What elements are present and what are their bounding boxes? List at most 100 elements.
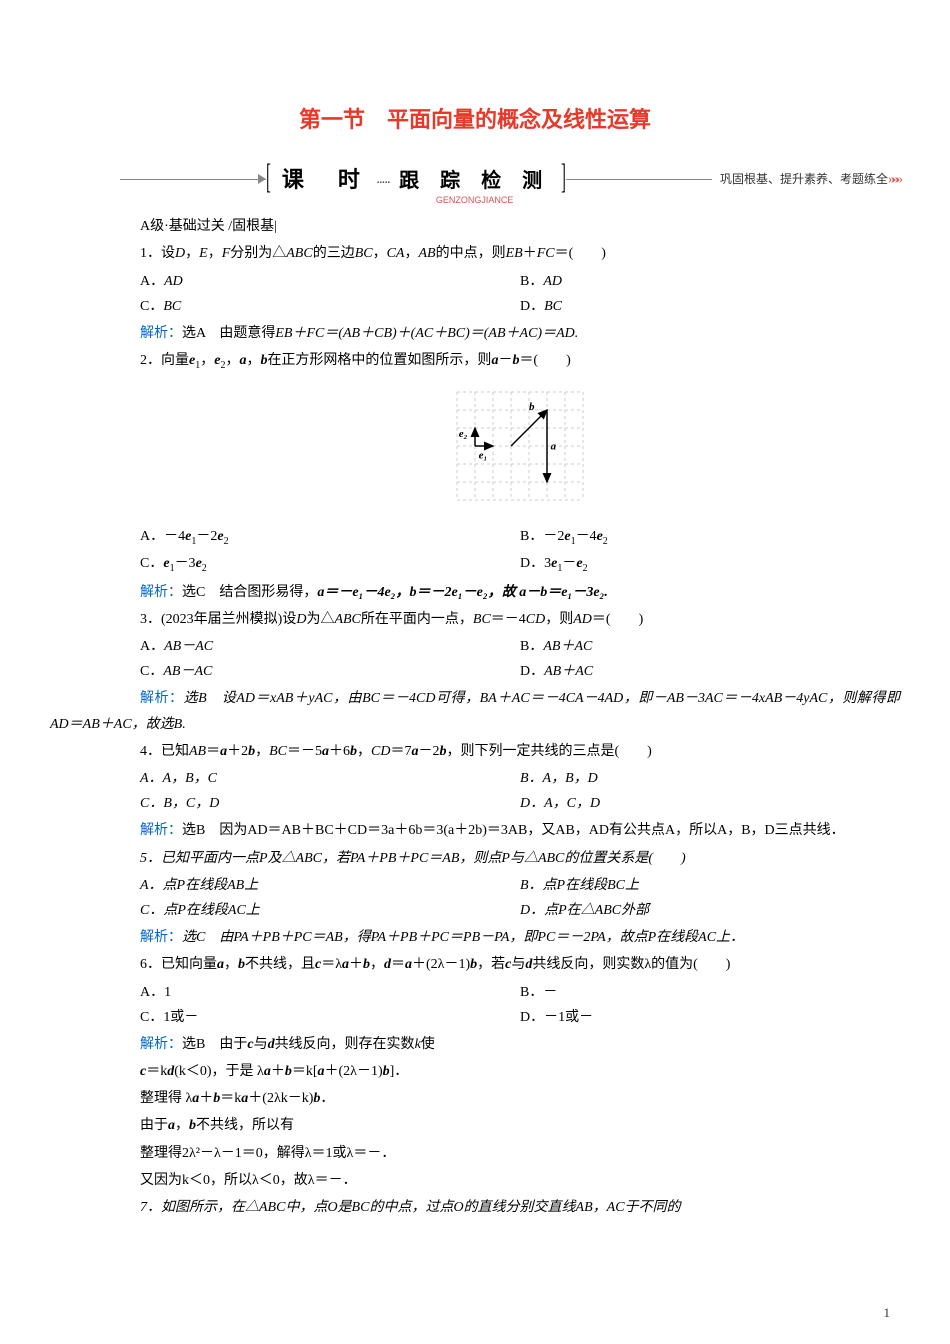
text: 3．(2023年届兰州模拟)设: [140, 612, 296, 627]
text: 与: [254, 1037, 268, 1052]
vec: b: [363, 957, 370, 972]
q2-optB: B．－2e1－4e2: [520, 524, 900, 551]
text: 2．向量: [140, 353, 189, 368]
text: ＋: [271, 1064, 285, 1079]
text: ，则: [545, 612, 573, 627]
q3-optD: D．AB＋AC: [520, 659, 900, 684]
chevrons-icon: »»»: [888, 167, 900, 192]
vec: b: [383, 1064, 390, 1079]
text: ＋2: [227, 744, 248, 759]
text: ＝k: [220, 1091, 241, 1106]
var: EB: [506, 246, 523, 261]
val: AD: [164, 274, 183, 289]
val: AB－AC: [163, 664, 212, 679]
q2-analysis: 解析：选C 结合图形易得，a＝－e₁－4e₂，b＝－2e₁－e₂，故 a－b＝e…: [140, 580, 900, 605]
q2-diagram: e₁e₂ab: [140, 385, 900, 514]
val: AB＋AC: [544, 664, 593, 679]
q2-optA: A．－4e1－2e2: [140, 524, 520, 551]
genzong-pinyin: GENZONGJIANCE: [399, 192, 550, 208]
q6-optC: C．1或－: [140, 1005, 520, 1030]
text: ，: [370, 957, 384, 972]
text: ＝: [206, 744, 220, 759]
text: ＝k[: [292, 1064, 318, 1079]
dots: ·····: [376, 171, 389, 196]
text: ＝－5: [287, 744, 322, 759]
q3-options: A．AB－AC B．AB＋AC C．AB－AC D．AB＋AC: [140, 634, 900, 684]
q1-optB: B．AD: [520, 269, 900, 294]
text: 由于: [140, 1118, 168, 1133]
var: D: [175, 246, 185, 261]
vector-grid-svg: e₁e₂ab: [450, 385, 590, 505]
text: 选C 结合图形易得，: [182, 585, 317, 600]
analysis-label: 解析：: [140, 823, 182, 838]
q2-optD: D．3e1－e2: [520, 551, 900, 578]
text: 所在平面内一点，: [361, 612, 473, 627]
vec: a: [217, 957, 224, 972]
val: AB＋AC: [543, 639, 592, 654]
q2-stem: 2．向量e1，e2，a，b在正方形网格中的位置如图所示，则a－b＝( ): [140, 348, 900, 375]
q1-stem: 1．设D，E，F分别为△ABC的三边BC，CA，AB的中点，则EB＋FC＝( ): [140, 241, 900, 266]
text: ＝－4: [491, 612, 526, 627]
text: ＋: [349, 957, 363, 972]
vec: a: [264, 1064, 271, 1079]
bracket-left: [: [266, 148, 271, 211]
text: 的三边: [313, 246, 355, 261]
text: ＝: [391, 957, 405, 972]
q4-stem: 4．已知AB＝a＋2b，BC＝－5a＋6b，CD＝7a－2b，则下列一定共线的三…: [140, 739, 900, 764]
text: 不共线，所以有: [196, 1118, 294, 1133]
q1-optA: A．AD: [140, 269, 520, 294]
text: 分别为△: [230, 246, 286, 261]
text: ＋(2λ－1): [412, 957, 470, 972]
text: 1．设: [140, 246, 175, 261]
vec: b: [238, 957, 245, 972]
vec: a: [322, 744, 329, 759]
label: C．: [140, 299, 163, 314]
text: 的中点，则: [436, 246, 506, 261]
text: ，则下列一定共线的三点是( ): [446, 744, 651, 759]
text: 与: [511, 957, 525, 972]
text: 使: [421, 1037, 435, 1052]
genzong-text: 跟 踪 检 测 GENZONGJIANCE: [399, 163, 550, 199]
text: 6．已知向量: [140, 957, 217, 972]
analysis-label: 解析：: [140, 1037, 182, 1052]
var: CD: [371, 744, 390, 759]
text: ，: [185, 246, 199, 261]
text: A．－4: [140, 529, 185, 544]
q6-optD: D．－1或－: [520, 1005, 900, 1030]
var: CD: [526, 612, 545, 627]
var: AD: [573, 612, 592, 627]
sub: 2: [202, 563, 207, 574]
q6-ana1: 解析：选B 由于c与d共线反向，则存在实数k使: [140, 1032, 900, 1057]
q4-optA: A．A，B，C: [140, 766, 520, 791]
text: ，: [208, 246, 222, 261]
svg-text:a: a: [551, 441, 557, 453]
q4-optB: B．A，B，D: [520, 766, 900, 791]
q3-optB: B．AB＋AC: [520, 634, 900, 659]
var: ABC: [286, 246, 312, 261]
label: A．: [140, 274, 164, 289]
text: 共线反向，则实数λ的值为( ): [532, 957, 730, 972]
text: D．3: [520, 556, 551, 571]
val: AD: [543, 274, 562, 289]
text: －2: [418, 744, 439, 759]
sub: 2: [603, 536, 608, 547]
vec: d: [384, 957, 391, 972]
vec: b: [189, 1118, 196, 1133]
q3-analysis: 解析：选B 设AD＝xAB＋yAC，由BC＝－4CD可得，BA＋AC＝－4CA－…: [50, 686, 900, 736]
label: D．: [520, 664, 544, 679]
vec: a: [168, 1118, 175, 1133]
text: ，: [246, 353, 260, 368]
text: 共线反向，则存在实数: [275, 1037, 415, 1052]
text: 5．已知平面内一点P及△ABC，若PA＋PB＋PC＝AB，则点P与△ABC的位置…: [50, 851, 686, 866]
q5-options: A．点P在线段AB上 B．点P在线段BC上 C．点P在线段AC上 D．点P在△A…: [140, 873, 900, 923]
q5-optC: C．点P在线段AC上: [140, 898, 520, 923]
analysis-label: 解析：: [140, 930, 182, 945]
val: BC: [544, 299, 562, 314]
q5-optD: D．点P在△ABC外部: [520, 898, 900, 923]
eq: a＝－e₁－4e₂，b＝－2e₁－e₂，故 a－b＝e₁－3e₂.: [317, 585, 608, 600]
text: (k＜0)，于是 λ: [174, 1064, 264, 1079]
text: ，: [357, 744, 371, 759]
var: BC: [473, 612, 491, 627]
val: AB－AC: [164, 639, 213, 654]
banner-line-right: [566, 179, 712, 180]
